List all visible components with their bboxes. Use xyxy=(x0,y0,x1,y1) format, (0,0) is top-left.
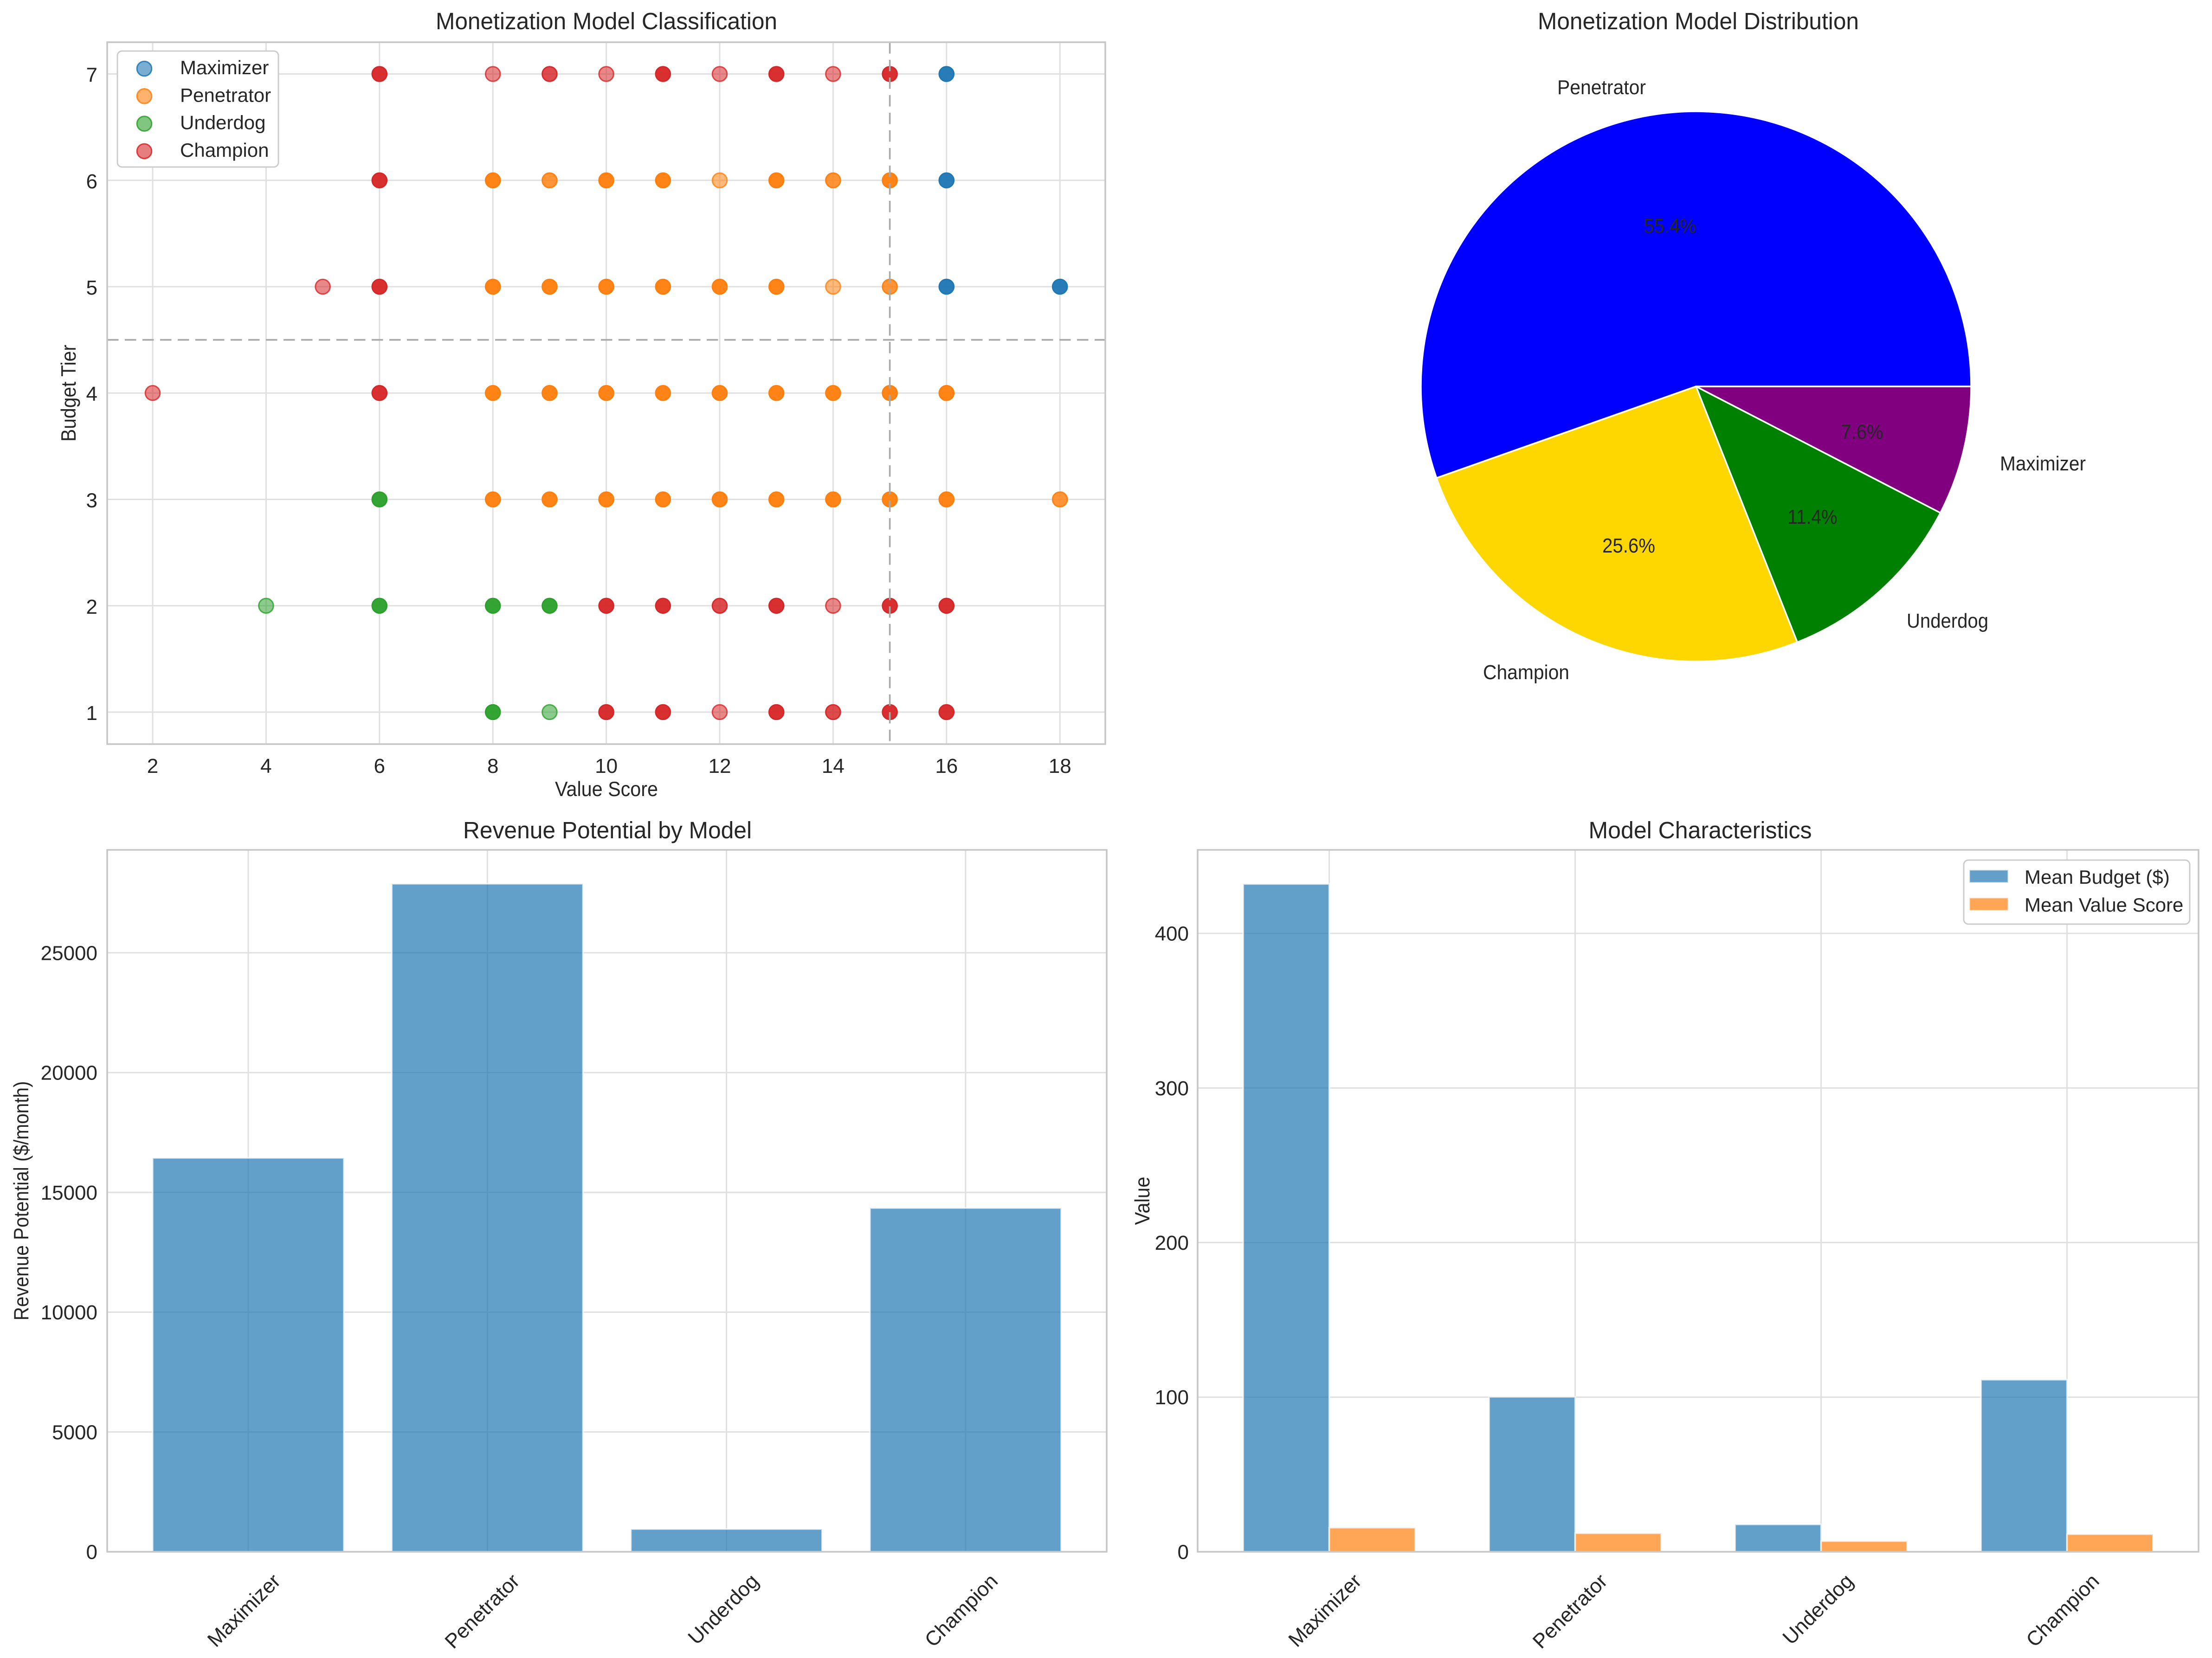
svg-text:5: 5 xyxy=(86,276,97,299)
svg-text:Mean Value Score: Mean Value Score xyxy=(2025,894,2183,916)
svg-text:Revenue Potential ($/month): Revenue Potential ($/month) xyxy=(10,1081,33,1321)
svg-text:Value: Value xyxy=(1131,1177,1154,1225)
svg-text:0: 0 xyxy=(86,1541,97,1564)
svg-text:Champion: Champion xyxy=(1483,661,1569,684)
svg-text:12: 12 xyxy=(709,755,731,778)
svg-text:Underdog: Underdog xyxy=(1907,610,1988,632)
svg-text:25.6%: 25.6% xyxy=(1602,534,1655,557)
svg-text:300: 300 xyxy=(1155,1077,1189,1100)
svg-text:1: 1 xyxy=(86,702,97,725)
svg-text:Monetization Model Distributio: Monetization Model Distribution xyxy=(1538,8,1859,34)
svg-text:Value Score: Value Score xyxy=(555,778,658,801)
svg-text:Champion: Champion xyxy=(180,139,269,161)
svg-text:6: 6 xyxy=(374,755,385,778)
svg-text:Penetrator: Penetrator xyxy=(1557,76,1646,99)
svg-text:5000: 5000 xyxy=(52,1421,97,1444)
svg-text:15000: 15000 xyxy=(41,1182,97,1204)
svg-text:18: 18 xyxy=(1049,755,1071,778)
svg-text:3: 3 xyxy=(86,489,97,512)
svg-text:4: 4 xyxy=(260,755,271,778)
svg-text:Underdog: Underdog xyxy=(180,112,265,134)
svg-text:11.4%: 11.4% xyxy=(1788,506,1838,528)
svg-text:Mean Budget ($): Mean Budget ($) xyxy=(2025,866,2170,888)
svg-text:7.6%: 7.6% xyxy=(1841,421,1883,443)
svg-text:10: 10 xyxy=(595,755,618,778)
svg-text:4: 4 xyxy=(86,383,97,405)
svg-text:200: 200 xyxy=(1155,1232,1189,1254)
svg-text:16: 16 xyxy=(935,755,958,778)
svg-text:6: 6 xyxy=(86,170,97,193)
svg-text:100: 100 xyxy=(1155,1386,1189,1409)
svg-text:20000: 20000 xyxy=(41,1062,97,1085)
svg-text:Model Characteristics: Model Characteristics xyxy=(1589,817,1812,843)
svg-text:2: 2 xyxy=(147,755,158,778)
svg-text:7: 7 xyxy=(86,64,97,87)
svg-text:10000: 10000 xyxy=(41,1301,97,1324)
svg-text:Maximizer: Maximizer xyxy=(180,57,269,78)
svg-text:Maximizer: Maximizer xyxy=(2000,452,2086,475)
svg-text:55.4%: 55.4% xyxy=(1644,215,1696,238)
svg-text:8: 8 xyxy=(487,755,498,778)
svg-text:Penetrator: Penetrator xyxy=(180,84,271,106)
svg-text:Revenue Potential by Model: Revenue Potential by Model xyxy=(463,817,752,843)
svg-text:14: 14 xyxy=(822,755,845,778)
svg-text:400: 400 xyxy=(1155,923,1189,945)
svg-text:Budget Tier: Budget Tier xyxy=(58,345,80,442)
svg-text:Monetization Model Classificat: Monetization Model Classification xyxy=(436,8,777,34)
svg-text:0: 0 xyxy=(1178,1541,1189,1564)
svg-text:2: 2 xyxy=(86,596,97,618)
svg-text:25000: 25000 xyxy=(41,942,97,964)
